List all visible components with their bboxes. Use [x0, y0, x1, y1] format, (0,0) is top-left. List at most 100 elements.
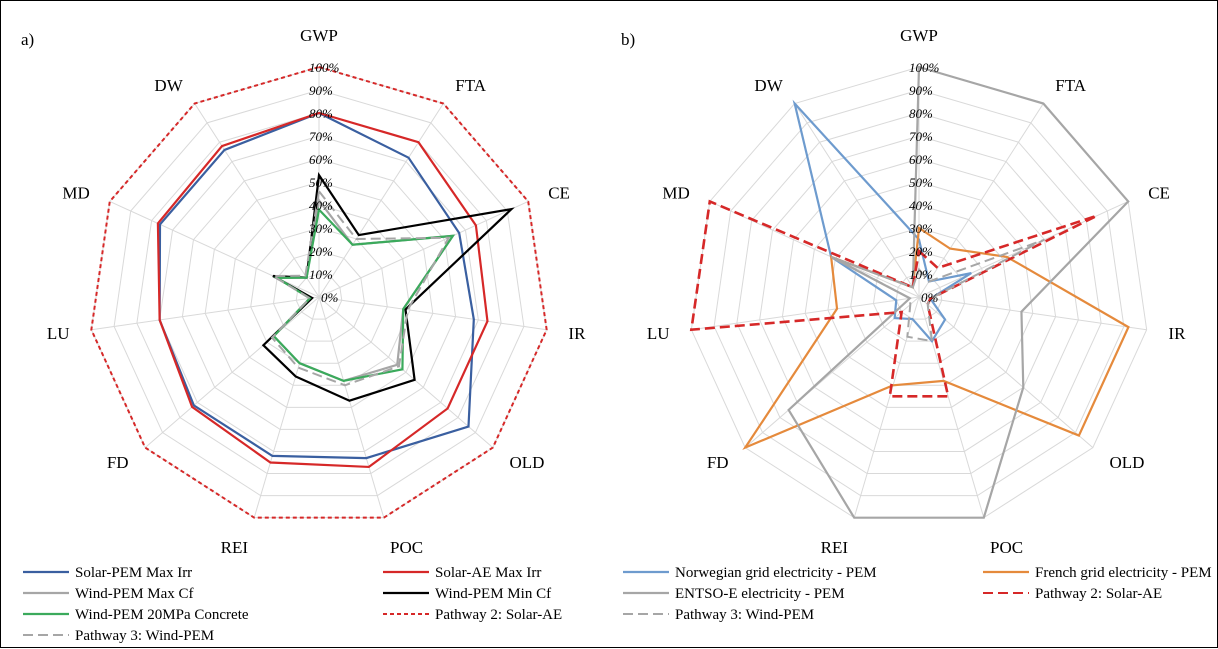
legend-entry: Norwegian grid electricity - PEM — [675, 565, 877, 581]
panel-label: a) — [21, 30, 34, 49]
series-line-pathway-3-wind-pem — [269, 188, 451, 387]
legend-entry: Solar-PEM Max Irr — [75, 565, 192, 581]
tick-label: 40% — [309, 198, 333, 213]
axis-label-old: OLD — [1109, 453, 1144, 472]
legend-entry: ENTSO-E electricity - PEM — [675, 586, 845, 602]
axis-label-ce: CE — [1148, 183, 1170, 202]
grid-ring — [136, 112, 502, 475]
grid-ring — [113, 89, 525, 497]
grid-ring — [90, 66, 548, 519]
series-line-norwegian-grid-electricity-pem — [792, 99, 972, 343]
grid-spoke — [144, 296, 320, 448]
radar-panel-1: 0% 10% 20% 30% 40% 50% 60% 70% 80% 90% 100% GWP FTA C… — [21, 26, 586, 644]
grid-ring — [250, 227, 388, 364]
axis-label-poc: POC — [390, 538, 423, 557]
tick-label: 60% — [309, 152, 333, 167]
grid-spoke — [318, 296, 547, 331]
grid-spoke — [794, 103, 920, 298]
tick-label: 30% — [308, 221, 333, 236]
axis-label-lu: LU — [47, 324, 70, 343]
grid-ring — [759, 135, 1079, 452]
axis-label-rei: REI — [821, 538, 849, 557]
axis-label-old: OLD — [509, 453, 544, 472]
legend-entry: Pathway 2: Solar-AE — [435, 607, 562, 623]
axis-label-gwp: GWP — [900, 26, 938, 45]
grid-ring — [895, 273, 943, 320]
axis-label-md: MD — [62, 183, 89, 202]
axis-label-lu: LU — [647, 324, 670, 343]
legend-entry: French grid electricity - PEM — [1035, 565, 1212, 581]
tick-label: 50% — [909, 175, 933, 190]
axis-label-fta: FTA — [1055, 76, 1086, 95]
grid-spoke — [91, 296, 320, 331]
tick-label: 10% — [309, 267, 333, 282]
grid-ring — [713, 89, 1125, 497]
tick-label: 50% — [309, 175, 333, 190]
grid-spoke — [709, 200, 920, 298]
axis-label-ir: IR — [1168, 324, 1186, 343]
tick-label: 70% — [909, 129, 933, 144]
legend-entry: Pathway 3: Wind-PEM — [75, 628, 214, 644]
axis-label-fd: FD — [707, 453, 729, 472]
legend-entry: Wind-PEM 20MPa Concrete — [75, 607, 249, 623]
grid-spoke — [318, 296, 385, 518]
axis-label-md: MD — [662, 183, 689, 202]
grid-ring — [295, 273, 343, 320]
grid-ring — [227, 204, 411, 386]
tick-label: 70% — [309, 129, 333, 144]
grid-spoke — [691, 296, 920, 331]
tick-label: 0% — [921, 290, 939, 305]
tick-label: 10% — [909, 267, 933, 282]
grid-ring — [181, 158, 457, 430]
grid-spoke — [318, 296, 494, 448]
legend-entry: Wind-PEM Min Cf — [435, 586, 551, 602]
tick-label: 20% — [909, 244, 933, 259]
axis-label-ir: IR — [568, 324, 586, 343]
tick-label: 100% — [309, 60, 340, 75]
legend: Solar-PEM Max Irr Solar-AE Max Irr Wind-PE… — [23, 565, 562, 644]
axis-label-ce: CE — [548, 183, 570, 202]
axis-label-rei: REI — [221, 538, 249, 557]
grid-spoke — [918, 296, 1094, 448]
grid-ring — [736, 112, 1102, 475]
axis-label-gwp: GWP — [300, 26, 338, 45]
panel-label: b) — [621, 30, 635, 49]
tick-label: 60% — [909, 152, 933, 167]
axis-label-dw: DW — [754, 76, 783, 95]
series-line-solar-ae-max-irr — [156, 111, 489, 469]
legend: Norwegian grid electricity - PEM French g… — [623, 565, 1212, 623]
radar-panel-2: 0% 10% 20% 30% 40% 50% 60% 70% 80% 90% 100% GWP FTA C… — [621, 26, 1212, 623]
tick-label: 80% — [909, 106, 933, 121]
grid-ring — [204, 181, 434, 408]
grid-spoke — [194, 103, 320, 298]
legend-entry: Pathway 3: Wind-PEM — [675, 607, 814, 623]
axis-label-fd: FD — [107, 453, 129, 472]
series-line-pathway-2-solar-ae — [689, 199, 1098, 398]
grid-spoke — [918, 103, 1044, 298]
tick-label: 90% — [909, 83, 933, 98]
axis-label-poc: POC — [990, 538, 1023, 557]
grid-spoke — [253, 296, 320, 518]
series-line-pathway-3-wind-pem — [834, 238, 1045, 343]
grid-ring — [827, 204, 1011, 386]
grid-ring — [272, 250, 366, 342]
grid-spoke — [318, 103, 444, 298]
legend-entry: Wind-PEM Max Cf — [75, 586, 194, 602]
tick-label: 30% — [908, 221, 933, 236]
series-line-entso-e-electricity-pem — [787, 65, 1130, 519]
grid-spoke — [918, 296, 1147, 331]
grid-spoke — [918, 296, 985, 518]
tick-label: 40% — [909, 198, 933, 213]
tick-label: 80% — [309, 106, 333, 121]
tick-label: 100% — [909, 60, 940, 75]
legend-entry: Pathway 2: Solar-AE — [1035, 586, 1162, 602]
grid-spoke — [744, 296, 920, 448]
tick-label: 0% — [321, 290, 339, 305]
legend-entry: Solar-AE Max Irr — [435, 565, 541, 581]
grid-spoke — [318, 200, 529, 298]
grid-ring — [781, 158, 1057, 430]
tick-label: 20% — [309, 244, 333, 259]
axis-label-dw: DW — [154, 76, 183, 95]
